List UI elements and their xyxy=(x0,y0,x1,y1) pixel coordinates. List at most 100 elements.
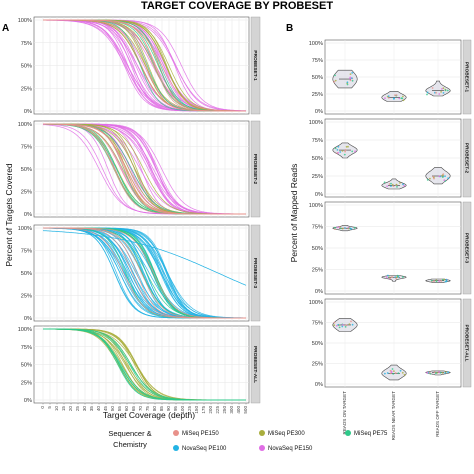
sample-point xyxy=(438,175,441,178)
y-tick-label: 25% xyxy=(312,174,323,180)
sample-point xyxy=(347,145,349,148)
sample-point xyxy=(441,176,444,179)
panel-a-facet-probeset-3: 0% 25% 50% 75% 100% PROBESET-3 xyxy=(18,224,261,322)
y-tick-label: 25% xyxy=(312,92,323,98)
sample-point xyxy=(435,372,437,375)
y-tick-label: 0% xyxy=(24,398,32,404)
x-tick-label: 35 xyxy=(89,406,94,412)
sample-point xyxy=(441,372,444,374)
sample-point xyxy=(337,226,339,229)
y-tick-label: 100% xyxy=(18,327,32,333)
legend-item: MiSeq PE150 xyxy=(173,430,219,437)
sample-point xyxy=(441,88,443,90)
y-tick-label: 25% xyxy=(312,268,323,274)
sample-point xyxy=(390,185,392,188)
sample-point xyxy=(392,373,395,375)
sample-point xyxy=(337,152,340,154)
y-tick-label: 0% xyxy=(24,212,32,218)
sample-point xyxy=(334,79,337,82)
sample-point xyxy=(334,74,336,77)
panel-b-facet-probeset-2: 0% 25% 50% 75% 100% PROBESET-2 xyxy=(309,118,472,198)
sample-point xyxy=(345,145,348,148)
sample-point xyxy=(402,183,404,186)
sample-point xyxy=(337,323,340,326)
y-tick-label: 75% xyxy=(312,321,323,327)
sample-point xyxy=(395,183,398,186)
sample-point xyxy=(438,280,441,283)
sample-point xyxy=(334,226,336,229)
sample-point xyxy=(345,324,348,327)
y-tick-label: 75% xyxy=(21,41,32,47)
sample-point xyxy=(349,227,352,230)
panel-b-y-axis-title: Percent of Mapped Reads xyxy=(289,164,299,263)
sample-point xyxy=(388,183,391,185)
x-tick-label: 400 xyxy=(236,406,241,414)
y-tick-label: 0% xyxy=(24,316,32,322)
legend-title-line1: Sequencer & xyxy=(108,429,151,438)
panel-b-mapped-reads-violins: 0% 25% 50% 75% 100% PROBESET-1 0% 25% 50% 75% 100%… xyxy=(309,39,472,440)
panel-a-coverage-curves: 0%25%50%75%100%PROBESET-10%25%50%75%100%… xyxy=(18,16,261,414)
x-tick-label: 15 xyxy=(61,406,66,412)
x-tick-label: 40 xyxy=(96,406,101,412)
x-tick-label: 45 xyxy=(103,406,108,412)
x-tick-label: 300 xyxy=(229,406,234,414)
facet-strip xyxy=(250,224,261,322)
facet-strip-label: PROBESET-ALL xyxy=(464,324,470,361)
y-tick-label: 50% xyxy=(21,363,32,369)
coverage-curve xyxy=(43,328,246,401)
sample-point xyxy=(394,372,397,374)
violin xyxy=(381,91,407,102)
legend-label: NovaSeq PE150 xyxy=(268,446,313,452)
sample-point xyxy=(333,321,336,324)
facet-strip-label: PROBESET-1 xyxy=(464,62,470,93)
x-tick-label: 20 xyxy=(68,406,73,412)
x-tick-label: 65 xyxy=(131,406,136,412)
sample-point xyxy=(400,97,403,100)
sample-point xyxy=(443,179,446,182)
facet-strip-label: PROBESET-3 xyxy=(464,233,470,264)
sample-point xyxy=(444,372,447,374)
panel-b-label: B xyxy=(286,23,293,34)
coverage-curve xyxy=(43,123,246,215)
x-tick-label: 200 xyxy=(208,406,213,414)
sample-point xyxy=(395,277,397,280)
sample-point xyxy=(341,323,344,326)
sample-point xyxy=(351,150,354,153)
sample-point xyxy=(335,324,338,327)
y-tick-label: 25% xyxy=(21,190,32,196)
x-tick-label: 50 xyxy=(110,406,115,412)
sample-point xyxy=(339,151,342,153)
panel-b-facet-probeset-1: 0% 25% 50% 75% 100% PROBESET-1 xyxy=(309,39,472,115)
legend-item: NovaSeq PE150 xyxy=(259,445,313,452)
legend-swatch xyxy=(173,445,179,451)
sample-point xyxy=(385,276,388,279)
sample-point xyxy=(402,99,405,102)
sample-point xyxy=(337,145,340,148)
facet-strip xyxy=(462,298,472,388)
x-tick-label: 175 xyxy=(201,406,206,414)
sample-point xyxy=(350,320,352,323)
sample-point xyxy=(336,149,339,151)
x-tick-label: 60 xyxy=(124,406,129,412)
coverage-curves xyxy=(42,123,246,215)
y-tick-label: 50% xyxy=(312,341,323,347)
legend-label: MiSeq PE300 xyxy=(268,431,305,437)
sample-point xyxy=(353,226,356,229)
y-tick-label: 0% xyxy=(315,382,323,388)
sample-point xyxy=(334,228,336,231)
y-tick-label: 25% xyxy=(21,380,32,386)
facet-strip xyxy=(462,39,472,115)
coverage-curves xyxy=(43,19,247,112)
x-tick-label: 80 xyxy=(152,406,157,412)
sample-point xyxy=(349,79,352,82)
y-tick-label: 25% xyxy=(312,362,323,368)
sample-point xyxy=(433,280,435,283)
legend-swatch xyxy=(259,430,265,436)
panel-a-y-axis-title: Percent of Targets Covered xyxy=(4,163,14,267)
sample-point xyxy=(397,372,400,375)
x-tick-label: 125 xyxy=(187,406,192,414)
x-tick-label: 25 xyxy=(75,406,80,412)
figure-title: TARGET COVERAGE BY PROBESET xyxy=(141,0,333,12)
legend-swatch xyxy=(259,445,265,451)
